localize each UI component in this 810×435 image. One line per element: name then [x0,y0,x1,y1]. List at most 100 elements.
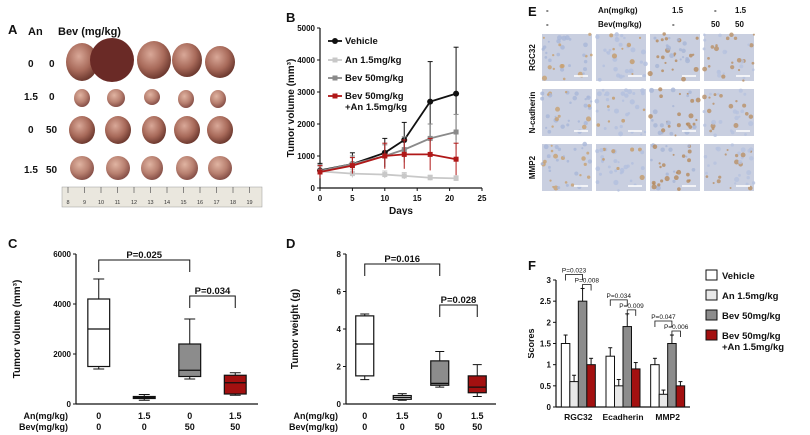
ihc-cell [562,77,566,81]
ruler-number: 9 [83,200,86,206]
p-bracket [582,284,592,291]
ihc-cell [548,169,552,173]
ihc-cell [675,171,678,174]
ihc-cell [669,53,674,59]
ruler-number: 14 [164,200,170,206]
ihc-cell [643,61,648,67]
panel-a-row2-an: 1.5 [24,92,38,103]
legend-label: +An 1.5mg/kg [722,342,784,353]
box [87,298,111,368]
p-bracket [654,320,673,328]
ihc-cell [731,61,734,64]
ihc-cell [671,68,674,71]
ihc-cell [620,91,626,96]
ihc-cell [613,179,619,186]
y-tick-label: 3000 [297,88,315,97]
ihc-cell [702,66,708,72]
bar [650,364,660,408]
ihc-cell [624,69,630,74]
p-bracket [189,295,236,308]
ihc-cell [560,124,565,129]
ihc-cell [665,172,669,176]
ihc-cell [623,164,629,170]
panel-a-row2-bev: 0 [49,92,55,103]
ihc-cell [737,68,741,72]
ihc-cell [681,154,686,158]
ihc-cell [749,156,754,161]
bar [586,364,596,408]
ihc-cell [730,130,735,135]
panel-a-an-header: An [28,26,43,38]
y-tick-label: 6000 [53,250,71,259]
ihc-cell [714,46,719,52]
ihc-cell [730,65,735,70]
ihc-cell [599,148,604,153]
ihc-cell [716,69,721,75]
ihc-cell [730,143,734,147]
ihc-col1-an: - [546,6,549,15]
ihc-cell [660,128,666,133]
ihc-cell [693,66,699,72]
ihc-cell [540,162,544,166]
x-tick-label: MMP2 [655,412,680,422]
box [355,315,375,377]
data-point [453,90,460,97]
ihc-cell [568,64,571,68]
ihc-cell [733,36,738,41]
ihc-cell [706,108,712,114]
ihc-cell [689,53,693,58]
legend-label: Vehicle [722,271,755,282]
ihc-cell [548,58,552,63]
ihc-cell [669,131,674,136]
ihc-cell [653,123,658,128]
ihc-cell [602,64,605,68]
p-value-label: P=0.023 [562,267,587,274]
ihc-cell [574,91,579,96]
x-tick-label: Ecadherin [602,412,643,422]
legend-label: +An 1.5mg/kg [345,102,407,113]
ihc-cell [583,103,588,108]
ihc-cell [609,33,614,38]
y-tick-label: 2000 [297,120,315,129]
ihc-cell [638,36,642,40]
ihc-cell [709,92,712,96]
x-row-value: 50 [435,422,445,432]
p-value-label: P=0.025 [126,250,162,261]
ihc-cell [691,167,696,172]
panel-a-row3-an: 0 [28,125,34,136]
ihc-cell [560,67,565,72]
legend-swatch [705,289,718,301]
ihc-cell [718,175,722,179]
tumor-growth-line-chart: 0 1000 2000 3000 4000 5000 0 5 10 15 20 25 Days Tumor… [286,24,487,215]
ihc-cell [652,144,658,149]
ihc-cell [662,32,666,36]
ihc-cell [746,170,752,176]
legend-swatch [705,269,718,281]
ihc-cell [584,97,587,101]
ihc-cell [732,109,738,114]
x-row-value: 0 [437,411,442,421]
ihc-cell [712,102,715,105]
ihc-cell [608,48,612,52]
ihc-cell [660,38,664,42]
ihc-cell [554,117,559,122]
ihc-cell [547,40,550,43]
x-axis-label: Days [389,206,413,215]
ihc-cell [570,183,575,187]
ihc-cell [695,118,698,122]
y-axis-label: Tumor weight (g) [290,289,301,369]
ihc-cell [667,36,671,40]
ihc-cell [581,124,587,130]
ihc-cell [542,45,547,49]
p-bracket [671,330,681,338]
ihc-cell [558,43,562,47]
ihc-cell [545,114,550,119]
ihc-cell [547,129,552,134]
p-value-label: P=0.034 [195,286,231,297]
ihc-cell [598,172,602,176]
ihc-cell [679,58,682,61]
bar [605,355,615,408]
ihc-cell [540,91,545,96]
ihc-cell [652,182,655,185]
ihc-cell [748,114,754,119]
